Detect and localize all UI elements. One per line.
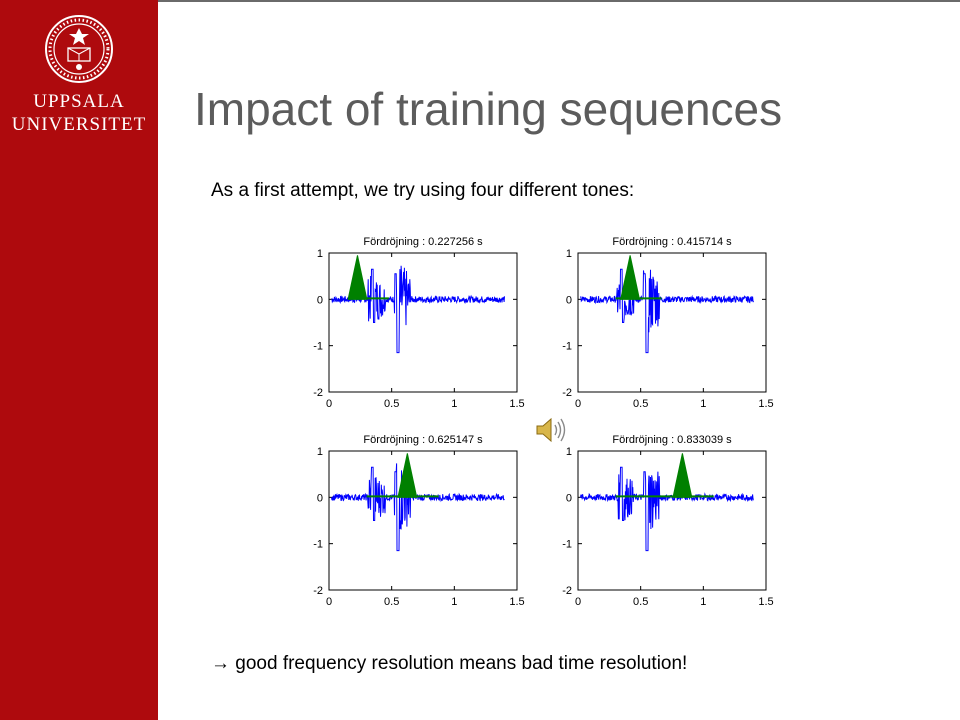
top-divider [158, 0, 960, 2]
signal-trace [580, 466, 754, 552]
x-tick-label: 1.5 [509, 398, 524, 410]
university-name-line1: UPPSALA [33, 91, 125, 112]
slide-title: Impact of training sequences [194, 83, 783, 135]
y-tick-label: 1 [566, 248, 572, 260]
x-tick-label: 1 [700, 398, 706, 410]
conclusion-text: → good frequency resolution means bad ti… [211, 653, 688, 674]
x-tick-label: 0.5 [633, 398, 648, 410]
intro-text: As a first attempt, we try using four di… [211, 180, 635, 201]
brand-sidebar: UPPSALA UNIVERSITET [0, 0, 158, 720]
speaker-icon[interactable] [534, 416, 568, 444]
y-tick-label: 0 [317, 294, 323, 306]
y-tick-label: 1 [317, 446, 323, 458]
x-tick-label: 1.5 [509, 596, 524, 608]
plot-frame [577, 252, 767, 393]
x-tick-label: 1 [451, 596, 457, 608]
delay-plot: Fördröjning : 0.833039 s10-1-20 0.5 1 1.5 [562, 434, 773, 608]
x-tick-label: 0.5 [384, 398, 399, 410]
plot-frame [577, 450, 767, 591]
y-tick-label: -2 [313, 585, 323, 597]
x-tick-label: 1.5 [758, 398, 773, 410]
y-tick-label: -1 [562, 539, 572, 551]
x-tick-label: 0 [326, 398, 332, 410]
signal-trace [331, 463, 505, 552]
x-tick-label: 1 [451, 398, 457, 410]
y-tick-label: 0 [566, 492, 572, 504]
signal-trace [580, 268, 754, 354]
university-name-line2: UNIVERSITET [11, 114, 147, 135]
y-tick-label: 1 [566, 446, 572, 458]
x-tick-label: 1.5 [758, 596, 773, 608]
y-tick-label: 1 [317, 248, 323, 260]
y-tick-label: 0 [566, 294, 572, 306]
y-tick-label: -2 [313, 387, 323, 399]
x-tick-label: 1 [700, 596, 706, 608]
plot-title: Fördröjning : 0.625147 s [363, 434, 483, 446]
y-tick-label: -2 [562, 387, 572, 399]
y-tick-label: -2 [562, 585, 572, 597]
x-tick-label: 0 [326, 596, 332, 608]
x-tick-label: 0.5 [633, 596, 648, 608]
delay-plot: Fördröjning : 0.227256 s10-1-20 0.5 1 1.5 [313, 236, 524, 410]
y-tick-label: 0 [317, 492, 323, 504]
plot-title: Fördröjning : 0.833039 s [612, 434, 732, 446]
delay-plot: Fördröjning : 0.625147 s10-1-20 0.5 1 1.5 [313, 434, 524, 608]
y-tick-label: -1 [562, 341, 572, 353]
plot-title: Fördröjning : 0.227256 s [363, 236, 483, 248]
x-tick-label: 0 [575, 596, 581, 608]
x-tick-label: 0.5 [384, 596, 399, 608]
correlation-peak [347, 255, 368, 300]
university-seal-logo [45, 15, 113, 83]
x-tick-label: 0 [575, 398, 581, 410]
plot-title: Fördröjning : 0.415714 s [612, 236, 732, 248]
delay-plots-figure: Fördröjning : 0.227256 s10-1-20 0.5 1 1.5Fö… [313, 236, 773, 608]
plot-frame [328, 450, 518, 591]
university-name: UPPSALA UNIVERSITET [0, 90, 158, 136]
y-tick-label: -1 [313, 341, 323, 353]
y-tick-label: -1 [313, 539, 323, 551]
delay-plot: Fördröjning : 0.415714 s10-1-20 0.5 1 1.5 [562, 236, 773, 410]
